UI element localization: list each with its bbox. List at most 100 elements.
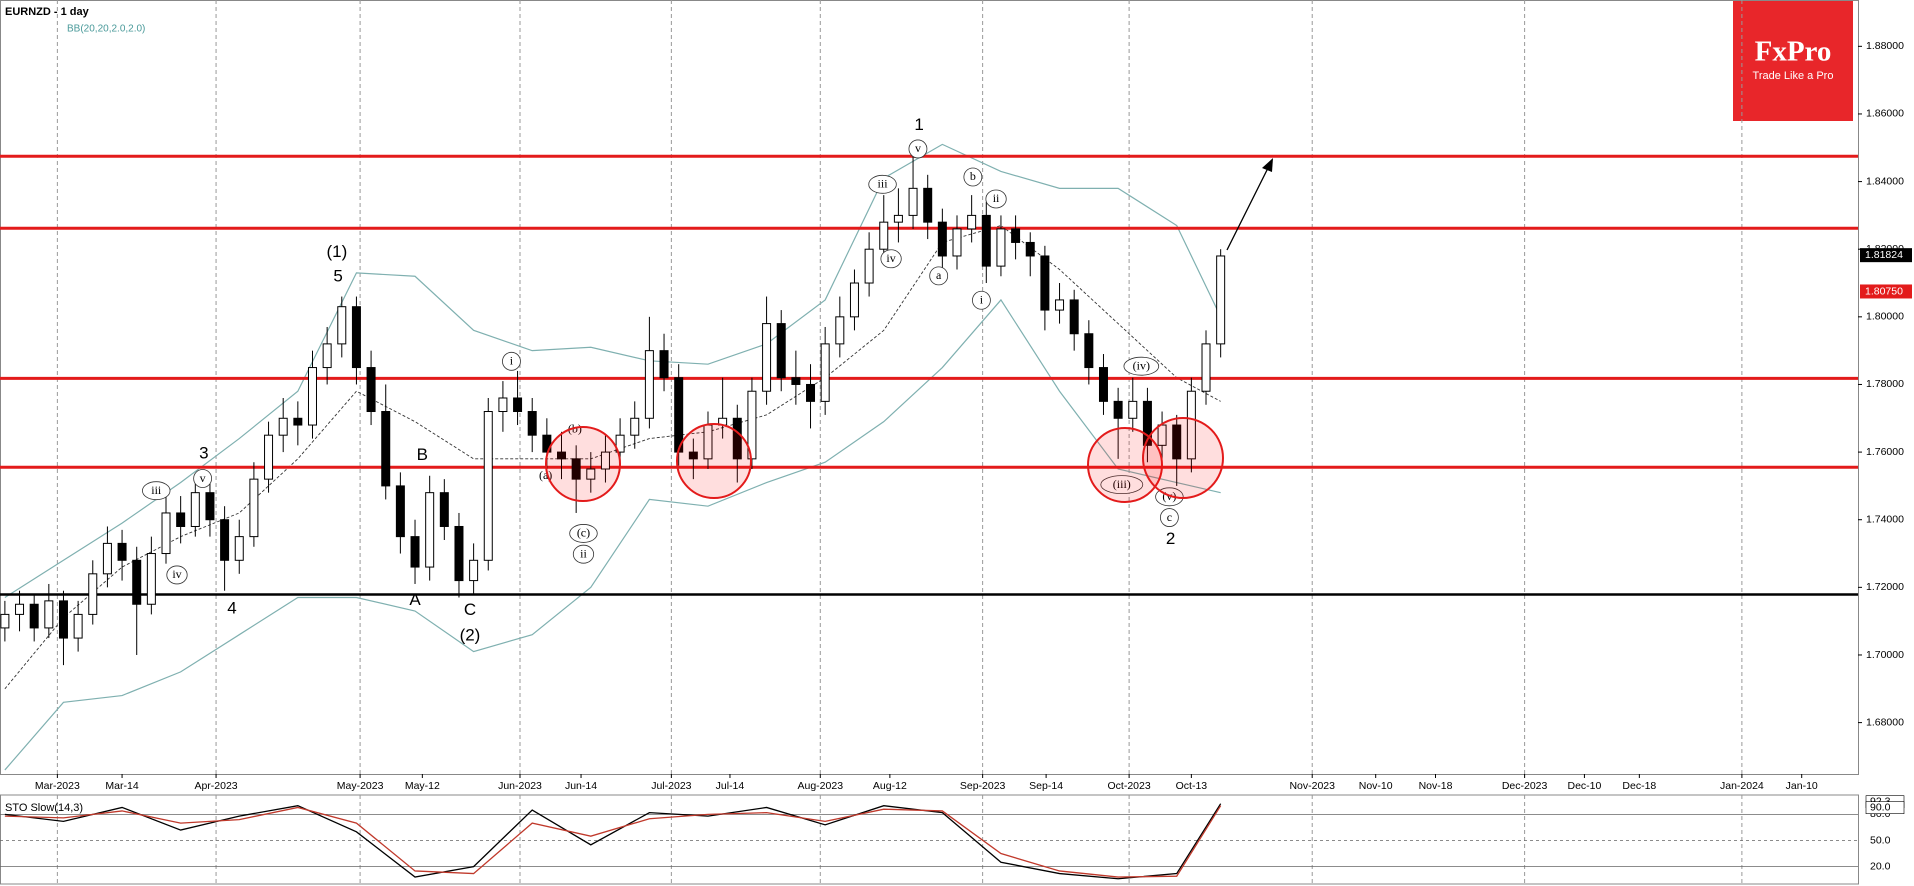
sub-frame xyxy=(0,794,1859,885)
arrow-head xyxy=(1262,158,1273,172)
wave-label: (iii) xyxy=(1113,477,1131,491)
x-tick-label: Apr-2023 xyxy=(194,780,237,792)
x-tick-label: Jan-2024 xyxy=(1720,780,1764,792)
highlight-circle xyxy=(676,423,752,499)
candle-body xyxy=(439,492,449,527)
candle-body xyxy=(322,343,332,369)
candle-body xyxy=(29,603,39,629)
candle-body xyxy=(102,542,112,575)
logo: FxPro Trade Like a Pro xyxy=(1733,0,1853,121)
candle-body xyxy=(674,377,684,453)
markers: 1.81824 1.80750 xyxy=(1860,248,1912,299)
wave-label: ii xyxy=(993,191,1000,205)
candle-body xyxy=(776,323,786,379)
candle-body xyxy=(425,492,435,568)
candle-body xyxy=(542,434,552,453)
x-tick-label: Aug-12 xyxy=(873,780,907,792)
candle-body xyxy=(337,306,347,345)
stoch-line xyxy=(4,805,1222,878)
wave-ring xyxy=(985,189,1007,209)
y-tick-label: 20.0 xyxy=(1870,860,1891,872)
highlight-circle xyxy=(1142,417,1224,499)
candle-body xyxy=(849,282,859,318)
candle-body xyxy=(205,492,215,521)
price-marker xyxy=(1860,284,1912,299)
candle-body xyxy=(527,411,537,436)
candle-body xyxy=(381,411,391,487)
y-tick-label: 1.88000 xyxy=(1866,40,1904,52)
x-tick-label: Oct-13 xyxy=(1176,780,1208,792)
y-tick-label: 1.80000 xyxy=(1866,311,1904,323)
candle-body xyxy=(395,485,405,538)
candle-body xyxy=(762,323,772,392)
overlay xyxy=(545,158,1273,503)
candle-body xyxy=(58,600,68,639)
wave-label: 1 xyxy=(914,115,923,134)
candle-body xyxy=(1186,390,1196,460)
price-marker-label: 1.81824 xyxy=(1865,249,1903,261)
candle-body xyxy=(937,221,947,257)
candle-body xyxy=(498,397,508,413)
candle-body xyxy=(1128,400,1138,419)
x-tick-label: Jan-10 xyxy=(1786,780,1818,792)
candle-body xyxy=(161,512,171,555)
y-tick-label: 1.70000 xyxy=(1866,649,1904,661)
x-tick-label: Sep-2023 xyxy=(960,780,1006,792)
candle-body xyxy=(117,542,127,561)
candle-body xyxy=(293,417,303,426)
wave-ring xyxy=(868,174,897,194)
candle-body xyxy=(513,397,523,413)
candle-body xyxy=(88,573,98,615)
wave-ring xyxy=(1159,508,1179,527)
wave-label: (2) xyxy=(460,625,481,644)
candle-body xyxy=(483,411,493,561)
x-tick-label: Nov-2023 xyxy=(1289,780,1335,792)
wave-ring xyxy=(142,481,171,501)
x-tick-label: Nov-10 xyxy=(1359,780,1393,792)
wave-label: C xyxy=(464,600,476,619)
candle-body xyxy=(586,468,596,480)
candle-body xyxy=(1098,367,1108,402)
wave-label: iv xyxy=(886,251,895,265)
candle-body xyxy=(967,214,977,230)
candle-body xyxy=(132,559,142,605)
candle-body xyxy=(366,367,376,413)
band-lower xyxy=(4,298,1221,771)
logo-tagline: Trade Like a Pro xyxy=(1753,70,1834,82)
candle-body xyxy=(1113,400,1123,419)
frame xyxy=(0,0,1859,885)
candle-body xyxy=(688,451,698,460)
candle-body xyxy=(307,367,317,426)
candle-body xyxy=(1040,255,1050,311)
wave-label: B xyxy=(417,445,428,464)
wave-ring xyxy=(929,266,949,286)
wave-label: ii xyxy=(580,546,587,560)
wave-ring xyxy=(569,524,598,543)
candle-body xyxy=(1142,400,1152,446)
candle-body xyxy=(1157,424,1167,446)
indicator-label: BB(20,20,2.0,2.0) xyxy=(67,24,145,35)
wave-label: (iv) xyxy=(1133,358,1150,372)
stoch-title: STO Slow(14,3) xyxy=(5,802,83,814)
wave-label: iv xyxy=(172,567,181,581)
candles xyxy=(0,151,1226,666)
candle-body xyxy=(278,417,288,436)
candle-body xyxy=(806,383,816,402)
annotations: iiiivv3(1)54ABC(2)i(a)(b)(c)iiiiiivv1abi… xyxy=(142,115,1184,644)
wave-ring xyxy=(972,290,991,310)
candle-body xyxy=(234,536,244,561)
candle-body xyxy=(1011,228,1021,243)
candle-body xyxy=(820,343,830,402)
candle-body xyxy=(732,417,742,460)
x-tick-label: Dec-10 xyxy=(1567,780,1601,792)
wave-label: c xyxy=(1167,510,1172,524)
wave-label: a xyxy=(936,268,942,282)
candle-body xyxy=(835,316,845,345)
candle-body xyxy=(176,512,186,527)
wave-ring xyxy=(502,351,521,371)
wave-ring xyxy=(572,544,595,564)
candle-body xyxy=(571,458,581,480)
wave-label: A xyxy=(409,590,421,609)
candle-body xyxy=(1055,299,1065,311)
wave-label: 4 xyxy=(227,599,236,618)
